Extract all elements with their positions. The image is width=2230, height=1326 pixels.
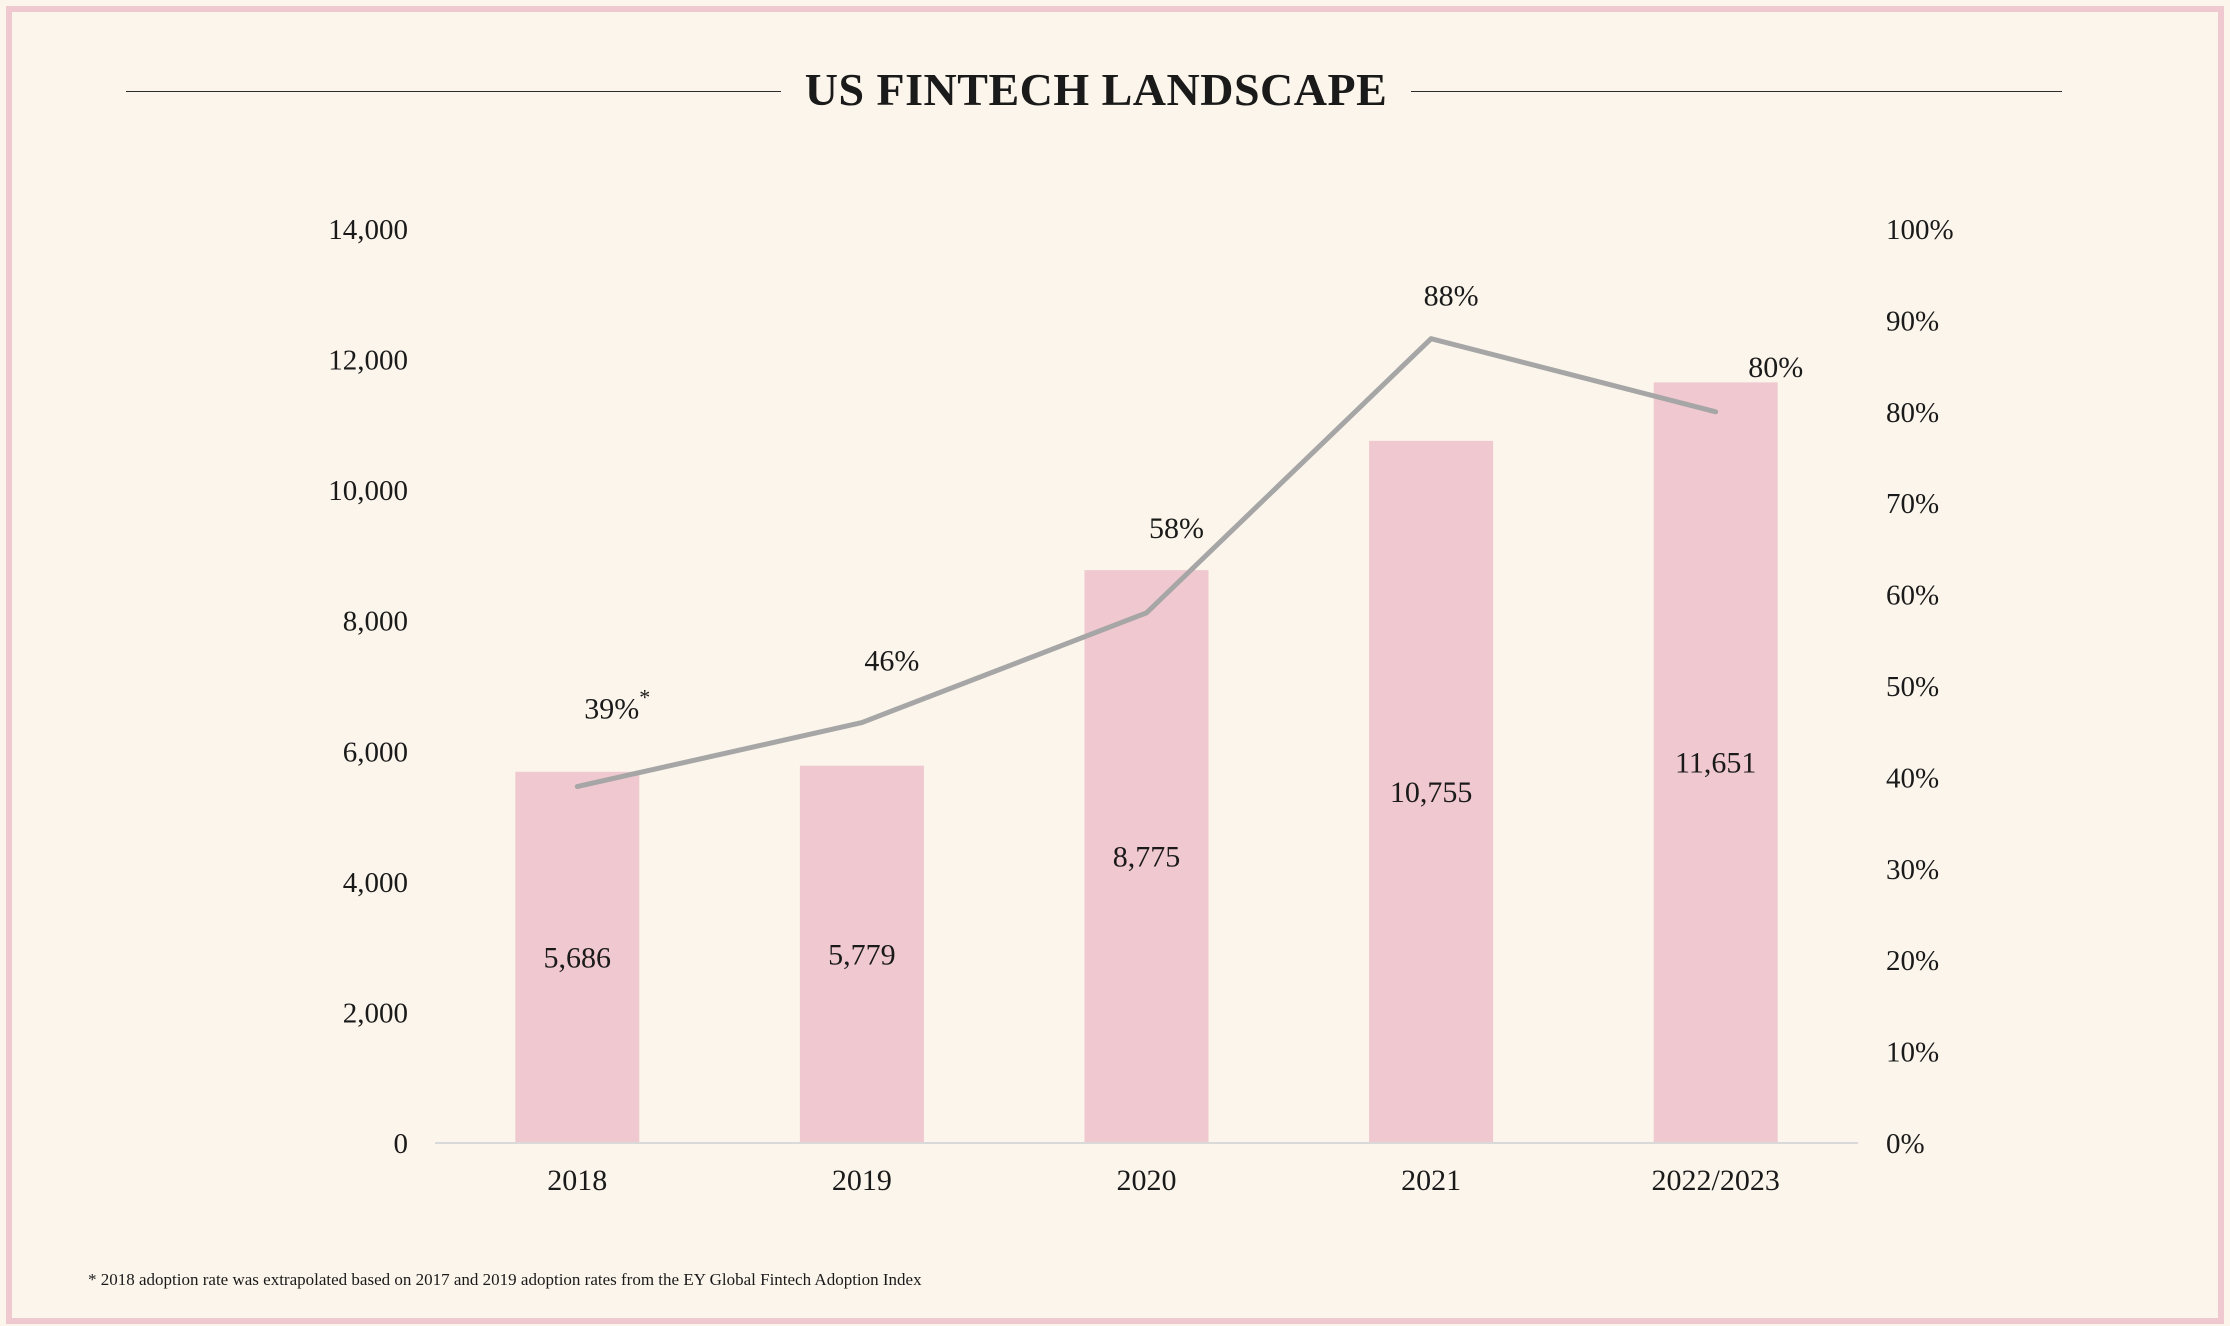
- y-right-tick-label: 10%: [1886, 1037, 1939, 1069]
- x-tick-label: 2019: [832, 1164, 892, 1197]
- y-left-tick-label: 12,000: [328, 345, 408, 377]
- y-right-tick-label: 50%: [1886, 671, 1939, 703]
- y-left-tick-label: 0: [394, 1128, 409, 1160]
- bar-data-label: 5,686: [544, 941, 612, 974]
- bar-data-label: 8,775: [1113, 841, 1181, 874]
- y-right-tick-label: 0%: [1886, 1128, 1925, 1160]
- title-row: US FINTECH LANDSCAPE: [126, 58, 2062, 122]
- bar-data-label: 10,755: [1390, 776, 1473, 809]
- y-right-tick-label: 80%: [1886, 397, 1939, 429]
- bar: [1369, 440, 1494, 1143]
- line-data-label: 80%: [1748, 351, 1803, 384]
- chart-title: US FINTECH LANDSCAPE: [804, 64, 1388, 115]
- x-tick-label: 2020: [1117, 1164, 1177, 1197]
- line-data-label: 58%: [1149, 512, 1204, 545]
- line-data-label: 46%: [864, 645, 919, 678]
- line-data-label: 88%: [1424, 280, 1479, 313]
- x-tick-label: 2018: [547, 1164, 607, 1197]
- y-left-tick-label: 4,000: [343, 867, 408, 899]
- bar: [1084, 570, 1209, 1143]
- y-left-tick-label: 2,000: [343, 997, 408, 1029]
- line-data-label-note: *: [639, 685, 650, 710]
- y-right-tick-label: 30%: [1886, 854, 1939, 886]
- y-right-tick-label: 40%: [1886, 762, 1939, 794]
- bar: [515, 771, 640, 1143]
- line-data-label: 39%*: [584, 685, 650, 726]
- x-tick-label: 2022/2023: [1652, 1164, 1780, 1197]
- y-right-tick-label: 70%: [1886, 488, 1939, 520]
- y-right-tick-label: 60%: [1886, 580, 1939, 612]
- y-left-tick-label: 6,000: [343, 736, 408, 768]
- bar-data-label: 5,779: [828, 938, 896, 971]
- title-rule-right: [1411, 91, 2062, 92]
- bar: [799, 765, 924, 1143]
- y-right-tick-label: 20%: [1886, 945, 1939, 977]
- title-rule-left: [126, 91, 781, 92]
- footnote: * 2018 adoption rate was extrapolated ba…: [88, 1270, 922, 1289]
- bar-data-label: 11,651: [1675, 747, 1756, 780]
- y-left-tick-label: 14,000: [328, 214, 408, 246]
- y-right-tick-label: 100%: [1886, 214, 1954, 246]
- y-left-tick-label: 10,000: [328, 475, 408, 507]
- y-right-tick-label: 90%: [1886, 305, 1939, 337]
- line-series: [574, 336, 1719, 790]
- bar: [1653, 382, 1778, 1143]
- x-tick-label: 2021: [1401, 1164, 1461, 1197]
- y-left-tick-label: 8,000: [343, 606, 408, 638]
